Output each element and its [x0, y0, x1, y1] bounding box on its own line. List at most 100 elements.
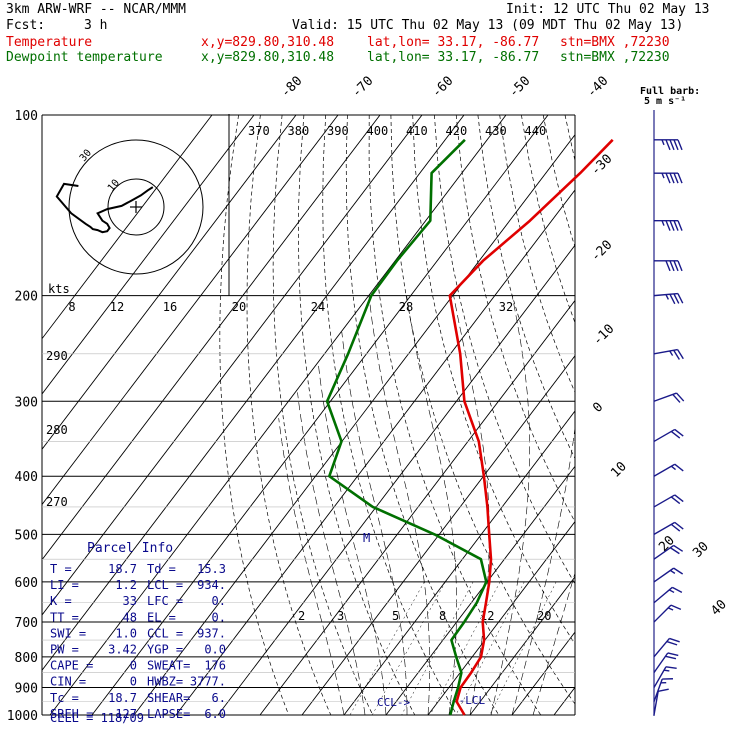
- barb-full: [674, 428, 684, 437]
- barb-full: [673, 544, 684, 552]
- barb-full: [670, 430, 681, 439]
- theta-e-label-390: 390: [327, 124, 349, 138]
- model-title: 3km ARW-WRF -- NCAR/MMM: [6, 2, 187, 17]
- barb-full: [665, 139, 671, 151]
- barb-full: [670, 496, 681, 505]
- moist-adiabat: [511, 425, 575, 716]
- parcel-label-left: SREH =: [50, 707, 93, 721]
- parcel-value-right: 0.: [212, 610, 226, 624]
- dry-adiabat: [390, 114, 575, 705]
- sounding-profiles: [325, 138, 614, 716]
- parcel-label-left: T =: [50, 562, 72, 576]
- moist-adiabat: [368, 295, 431, 716]
- barb-full: [667, 652, 679, 657]
- barb-half: [663, 669, 670, 672]
- pressure-label-300: 300: [15, 395, 38, 410]
- barb-full: [673, 172, 679, 184]
- barb-full: [669, 293, 676, 305]
- barb-full: [669, 139, 675, 151]
- temperature-xy: x,y=829.80,310.48: [201, 35, 335, 50]
- parcel-info-panel: Parcel Info T = 18.7 Td = 15.3 LI = 1.2 LCL = 9…: [50, 541, 226, 725]
- barb-full: [669, 172, 675, 184]
- isotherm-label-20: 20: [656, 533, 678, 555]
- barb-half: [661, 220, 665, 226]
- isotherm-label-m10: -10: [590, 322, 617, 349]
- mixing-ratio-line: [455, 581, 525, 716]
- barb-full: [674, 463, 684, 472]
- isotherm-line: [175, 189, 575, 716]
- wind-barb-250: [653, 348, 684, 360]
- parcel-value-right: 6.: [212, 691, 226, 705]
- isotherm-line: [49, 114, 507, 716]
- theta-label-280: 280: [46, 423, 68, 437]
- isotherm-label-m80: -80: [278, 74, 305, 101]
- dewpoint-station: stn=BMX ,72230: [560, 50, 670, 65]
- barb-half: [665, 294, 670, 300]
- isotherm-label-40: 40: [708, 597, 730, 619]
- moist-adiabat: [453, 295, 490, 716]
- wind-barbs: [653, 110, 685, 716]
- init-time: Init: 12 UTC Thu 02 May 13: [506, 2, 710, 17]
- isotherm-label-m40: -40: [584, 74, 611, 101]
- barb-full: [673, 567, 684, 575]
- mixing-ratio-label-5: 5: [392, 609, 399, 623]
- isotherm-label-m70: -70: [349, 74, 376, 101]
- isotherm-line: [259, 299, 575, 716]
- moist-adiabat: [406, 295, 457, 716]
- parcel-label-right: EL =: [147, 610, 176, 624]
- isotherm-line: [42, 114, 423, 616]
- hodograph-ring-1: [68, 139, 204, 275]
- temperature-latlon: lat,lon= 33.17, -86.77: [367, 35, 540, 50]
- theta-e-label-380: 380: [288, 124, 310, 138]
- dewpoint-latlon: lat,lon= 33.17, -86.77: [367, 50, 540, 65]
- parcel-label-left: CAPE =: [50, 659, 93, 673]
- pressure-label-500: 500: [15, 528, 38, 543]
- hodograph-trace: [55, 182, 154, 234]
- barb-staff: [653, 348, 678, 355]
- hodograph: 30 10 kts 8 12 16 20 24 28 32: [48, 114, 513, 314]
- isotherm-label-m20: -20: [588, 238, 615, 265]
- wind-speed-label-16: 16: [163, 300, 177, 314]
- dry-adiabat: [717, 115, 740, 715]
- dry-adiabat: [609, 115, 740, 715]
- isotherm-line: [42, 114, 297, 450]
- barb-legend-line2: 5 m s⁻¹: [644, 96, 686, 107]
- parcel-value-right: 6.0: [204, 707, 226, 721]
- isotherm-line: [42, 114, 381, 561]
- dry-adiabat: [564, 114, 575, 163]
- theta-e-label-400: 400: [367, 124, 389, 138]
- mixing-ratio-label-8: 8: [439, 609, 446, 623]
- barb-full: [677, 293, 684, 304]
- barb-full: [673, 349, 680, 360]
- barb-legend-line1: Full barb:: [640, 86, 700, 97]
- dry-adiabat: [298, 114, 416, 716]
- isotherm-line: [427, 520, 575, 716]
- barb-half: [667, 607, 674, 611]
- isotherm-label-m50: -50: [506, 74, 533, 101]
- parcel-label-right: LCL =: [147, 578, 183, 592]
- wind-barb-500: [653, 521, 684, 535]
- barb-full: [677, 260, 683, 272]
- temperature-legend: Temperature: [6, 35, 93, 50]
- parcel-value-right: 176: [204, 659, 226, 673]
- dry-adiabat: [272, 114, 374, 716]
- barb-half: [669, 569, 676, 574]
- dry-adiabat: [322, 114, 458, 716]
- isotherm-line: [301, 355, 575, 716]
- pressure-label-600: 600: [15, 576, 38, 591]
- parcel-value-right: 3777.: [190, 675, 226, 689]
- isotherm-line: [343, 410, 575, 716]
- mixing-ratio-label-3: 3: [337, 609, 344, 623]
- isotherm-line: [596, 115, 740, 715]
- barb-full: [672, 393, 681, 403]
- parcel-label-right: YGP =: [147, 643, 183, 657]
- parcel-label-left: SWI =: [50, 626, 86, 640]
- barb-full: [669, 260, 675, 272]
- moist-adiabat: [278, 418, 345, 716]
- barb-full: [670, 604, 682, 610]
- isotherm-line: [42, 114, 255, 395]
- barb-full: [674, 494, 684, 503]
- barb-full: [677, 349, 684, 360]
- annotation-ccl: CCL->: [377, 696, 410, 709]
